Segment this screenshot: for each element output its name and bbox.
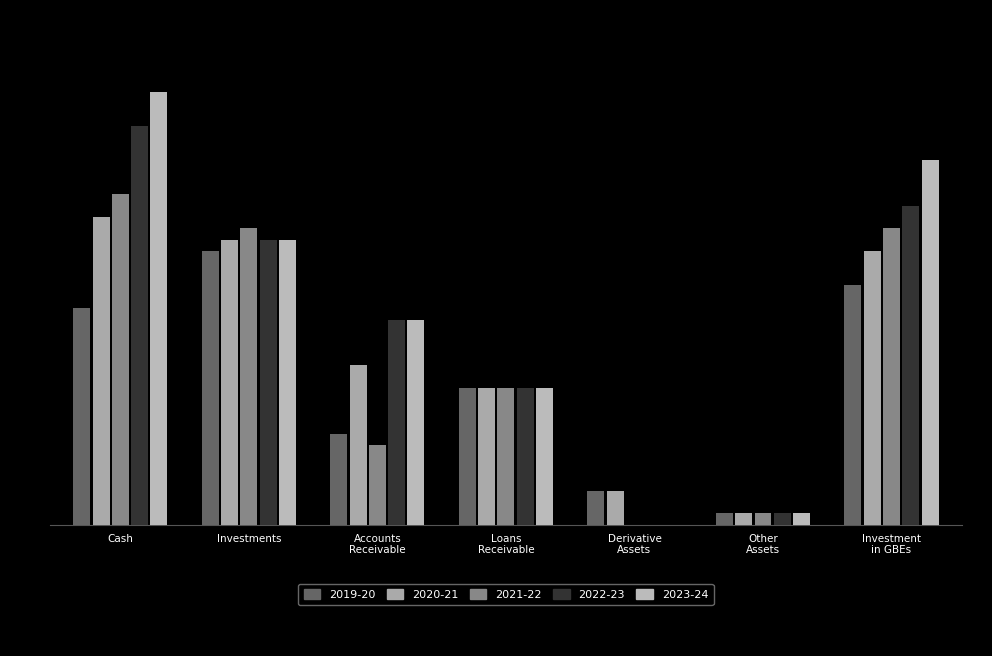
Bar <box>497 388 515 525</box>
Bar <box>536 388 553 525</box>
Bar <box>240 228 257 525</box>
Bar <box>112 194 129 525</box>
Bar <box>735 514 752 525</box>
Bar <box>922 160 938 525</box>
Bar <box>864 251 881 525</box>
Bar <box>478 388 495 525</box>
Bar <box>587 491 604 525</box>
Bar <box>903 205 920 525</box>
Bar <box>388 319 405 525</box>
Bar <box>607 491 624 525</box>
Bar <box>883 228 900 525</box>
Bar <box>131 126 148 525</box>
Bar <box>369 445 386 525</box>
Bar <box>459 388 476 525</box>
Bar <box>844 285 861 525</box>
Bar <box>349 365 367 525</box>
Bar <box>330 434 347 525</box>
Bar <box>92 217 109 525</box>
Bar <box>201 251 219 525</box>
Bar <box>755 514 772 525</box>
Bar <box>408 319 425 525</box>
Bar <box>716 514 733 525</box>
Bar <box>260 239 277 525</box>
Bar <box>793 514 810 525</box>
Bar <box>73 308 90 525</box>
Bar <box>517 388 534 525</box>
Bar <box>279 239 296 525</box>
Bar <box>151 92 168 525</box>
Bar <box>774 514 791 525</box>
Legend: 2019-20, 2020-21, 2021-22, 2022-23, 2023-24: 2019-20, 2020-21, 2021-22, 2022-23, 2023… <box>299 584 713 605</box>
Bar <box>221 239 238 525</box>
